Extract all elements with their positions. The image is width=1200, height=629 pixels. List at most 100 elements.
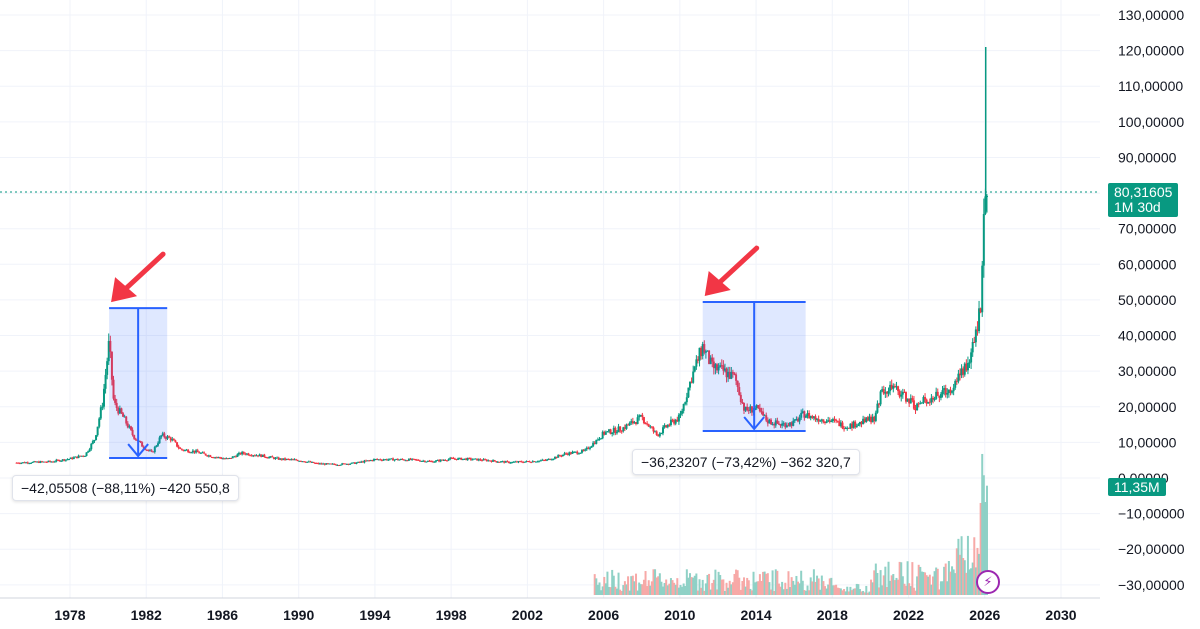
candle-body: [358, 461, 361, 463]
candle-body: [930, 397, 933, 403]
candle-body: [131, 429, 134, 436]
candle-body: [115, 402, 118, 408]
candle-body: [757, 405, 760, 408]
volume-bar: [682, 583, 685, 595]
candle-body: [477, 459, 480, 461]
volume-bar: [870, 579, 873, 595]
candle-body: [384, 459, 387, 461]
volume-bar: [642, 579, 645, 595]
candle-body: [619, 426, 622, 431]
candle-body: [601, 431, 604, 439]
volume-bar: [706, 574, 709, 595]
candle-body: [388, 458, 391, 460]
candle-body: [638, 415, 641, 418]
candle-body: [725, 368, 728, 378]
candle-body: [873, 416, 876, 421]
candle-body: [954, 380, 957, 388]
volume-bar: [965, 572, 968, 595]
volume-bar: [947, 561, 950, 595]
candle-body: [611, 432, 614, 434]
candle-body: [333, 463, 336, 465]
x-axis[interactable]: 1978 1982 1986 1990 1994 1998 2002 2006 2010 2014…: [54, 607, 1076, 623]
x-tick-label: 1978: [54, 607, 85, 623]
candle-body: [230, 457, 233, 459]
candle-body: [565, 453, 568, 455]
volume-bar: [827, 584, 830, 595]
volume-bar: [622, 585, 625, 595]
volume-bar: [606, 571, 609, 595]
volume-bar: [773, 590, 776, 595]
candle-body: [469, 458, 472, 460]
candle-body: [280, 458, 283, 460]
candle-body: [244, 453, 247, 455]
candle-body: [606, 431, 609, 433]
volume-bar: [982, 475, 985, 595]
candle-body: [304, 461, 307, 463]
candle-body: [439, 459, 442, 462]
candle-body: [339, 464, 342, 466]
candle-body: [716, 364, 719, 371]
candle-body: [396, 458, 399, 461]
volume-bar: [957, 538, 960, 595]
volume-bar: [917, 564, 920, 595]
candle-body: [781, 423, 784, 426]
volume-bar: [804, 590, 807, 595]
candle-body: [156, 443, 159, 446]
candle-body: [912, 400, 915, 409]
candle-body: [480, 460, 483, 462]
volume-bar: [630, 576, 633, 595]
candle-body: [671, 419, 674, 421]
candle-body: [414, 458, 417, 460]
candle-body: [122, 413, 125, 417]
volume-bar: [620, 590, 623, 595]
candle-body: [206, 455, 209, 457]
volume-bar: [970, 568, 973, 595]
candle-body: [344, 463, 347, 465]
candle-body: [460, 457, 463, 460]
candle-body: [963, 363, 966, 375]
red-arrow-shaft-1: [120, 251, 166, 294]
candle-body: [804, 416, 807, 418]
candle-body: [166, 436, 169, 439]
candle-body: [209, 455, 212, 458]
candle-body: [608, 429, 611, 432]
candle-body: [770, 419, 773, 425]
candle-body: [803, 411, 806, 418]
candle-body: [476, 458, 479, 461]
candle-body: [652, 427, 655, 432]
volume-bar: [954, 573, 957, 595]
candle-body: [566, 453, 569, 455]
candle-body: [620, 430, 623, 432]
candle-body: [71, 457, 74, 460]
volume-bar: [595, 578, 598, 595]
volume-bar: [884, 566, 887, 595]
candle-body: [924, 396, 927, 400]
candle-body: [851, 423, 854, 428]
candle-body: [919, 403, 922, 405]
lightning-icon[interactable]: ⚡: [976, 570, 1000, 594]
volume-bar: [911, 562, 914, 595]
volume-bar: [779, 586, 782, 595]
candle-body: [941, 390, 944, 395]
candle-body: [898, 391, 901, 397]
candle-body: [117, 407, 120, 414]
y-axis[interactable]: 130,00000 120,00000 110,00000 100,00000 90,0…: [1118, 7, 1185, 593]
candle-body: [220, 457, 223, 459]
candle-body: [336, 465, 339, 467]
candle-body: [204, 453, 207, 456]
volume-bar: [843, 589, 846, 595]
candle-body: [820, 419, 823, 421]
candle-body: [368, 460, 371, 462]
candle-body: [835, 419, 838, 421]
volume-bar: [739, 589, 742, 595]
candle-body: [600, 438, 603, 440]
candle-body: [311, 461, 314, 463]
candle-body: [809, 416, 812, 419]
candle-body: [534, 461, 537, 463]
candle-body: [61, 459, 64, 461]
volume-bar: [676, 578, 679, 595]
candle-body: [879, 391, 882, 405]
volume-bar: [966, 535, 969, 595]
candle-body: [465, 458, 468, 461]
